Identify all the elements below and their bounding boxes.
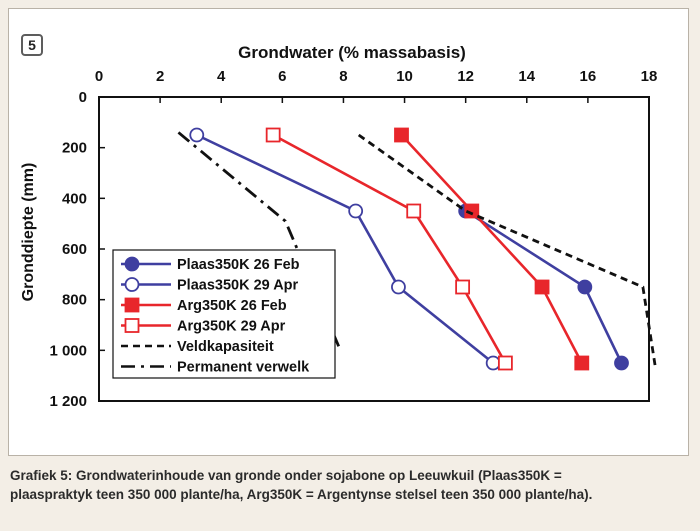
legend-item-veldkapasiteit: Veldkapasiteit [121, 339, 274, 355]
legend-marker [124, 256, 140, 272]
x-tick-label: 2 [156, 68, 164, 85]
series-arg350k-29-apr [265, 127, 513, 371]
x-tick-label: 12 [457, 68, 474, 85]
legend-marker [124, 297, 140, 313]
data-point [189, 127, 205, 143]
legend-item-plaas350k-26-feb: Plaas350K 26 Feb [121, 256, 300, 273]
y-tick-label: 200 [62, 140, 87, 157]
legend-label: Plaas350K 26 Feb [177, 257, 300, 273]
legend: Plaas350K 26 Feb Plaas350K 29 Apr Arg350K … [112, 249, 336, 379]
legend-box [112, 249, 336, 379]
figure-number-badge: 5 [21, 34, 43, 56]
legend-item-arg350k-26-feb: Arg350K 26 Feb [121, 297, 287, 314]
x-tick-label: 4 [217, 68, 226, 85]
caption-line-2: plaaspraktyk teen 350 000 plante/ha, Arg… [10, 487, 593, 502]
legend-marker [124, 318, 140, 333]
series-plaas350k-29-apr [189, 127, 501, 371]
series-line-plaas350k-29-apr [196, 133, 494, 365]
chart: Grondwater (% massabasis) Gronddiepte (m… [20, 43, 657, 410]
legend-label: Arg350K 29 Apr [177, 319, 286, 335]
data-point [577, 279, 593, 295]
legend-label: Permanent verwelk [177, 360, 310, 376]
legend-item-permanent-verwelk: Permanent verwelk [121, 360, 310, 376]
series-arg350k-26-feb [394, 127, 590, 371]
data-point [391, 279, 406, 295]
data-point [265, 127, 281, 143]
x-tick-label: 16 [580, 68, 597, 85]
x-tick-label: 10 [396, 68, 413, 85]
legend-item-plaas350k-29-apr: Plaas350K 29 Apr [121, 277, 299, 294]
y-tick-label: 0 [79, 89, 87, 106]
data-point [455, 279, 471, 295]
legend-label: Arg350K 26 Feb [177, 298, 287, 314]
x-tick-label: 0 [95, 68, 103, 85]
data-point [534, 279, 550, 295]
y-tick-label: 800 [62, 292, 87, 309]
data-point [614, 355, 629, 371]
series-veldkapasiteit [357, 133, 657, 366]
series-line-veldkapasiteit [357, 133, 657, 366]
x-tick-label: 14 [518, 68, 535, 85]
y-tick-label: 1 000 [49, 342, 87, 359]
y-tick-label: 400 [62, 190, 87, 207]
x-axis-title: Grondwater (% massabasis) [238, 43, 466, 62]
data-point [348, 203, 364, 219]
data-point [574, 355, 590, 371]
x-tick-label: 6 [278, 68, 286, 85]
x-tick-label: 18 [641, 68, 658, 85]
y-tick-label: 600 [62, 241, 87, 258]
figure-panel [8, 8, 689, 456]
x-tick-label: 8 [339, 68, 347, 85]
data-point [485, 355, 501, 371]
plot-area: 0 2 4 6 8 10 12 14 16 18 0 200 400 600 800 1 000 1 200 Pl… [49, 68, 657, 410]
y-tick-label: 1 200 [49, 393, 87, 410]
data-point [406, 203, 422, 219]
y-axis-title: Gronddiepte (mm) [20, 163, 37, 302]
data-point [464, 203, 480, 219]
legend-label: Veldkapasiteit [177, 339, 274, 355]
caption-line-1: Grafiek 5: Grondwaterinhoude van gronde … [10, 468, 562, 483]
figure-caption: Grafiek 5: Grondwaterinhoude van gronde … [10, 466, 690, 504]
legend-item-arg350k-29-apr: Arg350K 29 Apr [121, 318, 286, 335]
legend-marker [124, 277, 140, 292]
series-line-arg350k-29-apr [272, 133, 507, 364]
legend-label: Plaas350K 29 Apr [177, 278, 299, 294]
data-point [394, 127, 409, 143]
series-line-arg350k-26-feb [400, 134, 583, 364]
data-point [497, 355, 513, 371]
